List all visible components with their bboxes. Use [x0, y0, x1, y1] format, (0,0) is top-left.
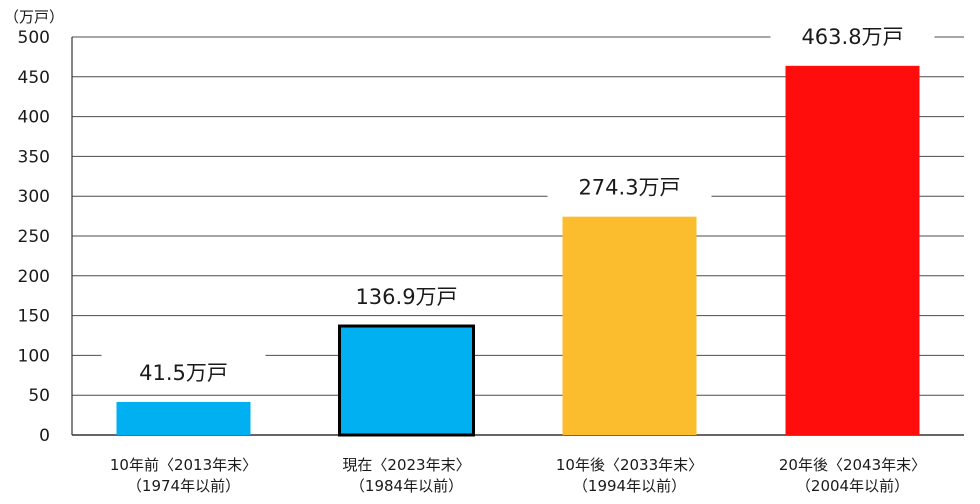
x-category-sublabel: （1984年以前） — [350, 477, 463, 495]
x-category-sublabel: （1974年以前） — [127, 477, 240, 495]
y-tick-label: 150 — [18, 307, 50, 327]
bar — [562, 216, 697, 435]
data-labels: 41.5万戸 136.9万戸 274.3万戸 463.8万戸 — [101, 17, 935, 390]
data-label: 274.3万戸 — [578, 176, 680, 200]
y-axis-unit-label: （万戸） — [4, 8, 64, 26]
x-category-label: 現在〈2023年末〉 — [342, 456, 470, 474]
bar — [785, 65, 920, 436]
y-axis-ticks: 0 50 100 150 200 250 300 350 400 450 500 — [18, 28, 50, 446]
y-tick-label: 500 — [18, 28, 50, 48]
x-category-label: 10年前〈2013年末〉 — [110, 456, 257, 474]
y-tick-label: 0 — [39, 426, 50, 446]
y-tick-label: 100 — [18, 346, 50, 366]
data-label-background — [770, 17, 935, 54]
x-category-label: 10年後〈2033年末〉 — [556, 456, 703, 474]
data-label-background — [547, 168, 712, 205]
y-tick-label: 450 — [18, 68, 50, 88]
y-tick-label: 300 — [18, 187, 50, 207]
x-category-sublabel: （1994年以前） — [573, 477, 686, 495]
y-tick-label: 50 — [28, 386, 50, 406]
x-category-sublabel: （2004年以前） — [796, 477, 909, 495]
y-tick-label: 350 — [18, 147, 50, 167]
bar — [116, 401, 251, 435]
data-label: 41.5万戸 — [139, 361, 228, 385]
bar — [338, 324, 475, 437]
data-label: 463.8万戸 — [801, 25, 903, 49]
data-label-background — [324, 278, 489, 315]
bars — [116, 65, 920, 437]
data-label: 136.9万戸 — [355, 285, 457, 309]
y-tick-label: 250 — [18, 227, 50, 247]
y-tick-label: 400 — [18, 108, 50, 128]
x-category-label: 20年後〈2043年末〉 — [779, 456, 926, 474]
data-label-background — [101, 353, 266, 390]
x-axis-categories: 10年前〈2013年末〉 （1974年以前） 現在〈2023年末〉 （1984年以前）… — [110, 456, 926, 495]
y-tick-label: 200 — [18, 267, 50, 287]
